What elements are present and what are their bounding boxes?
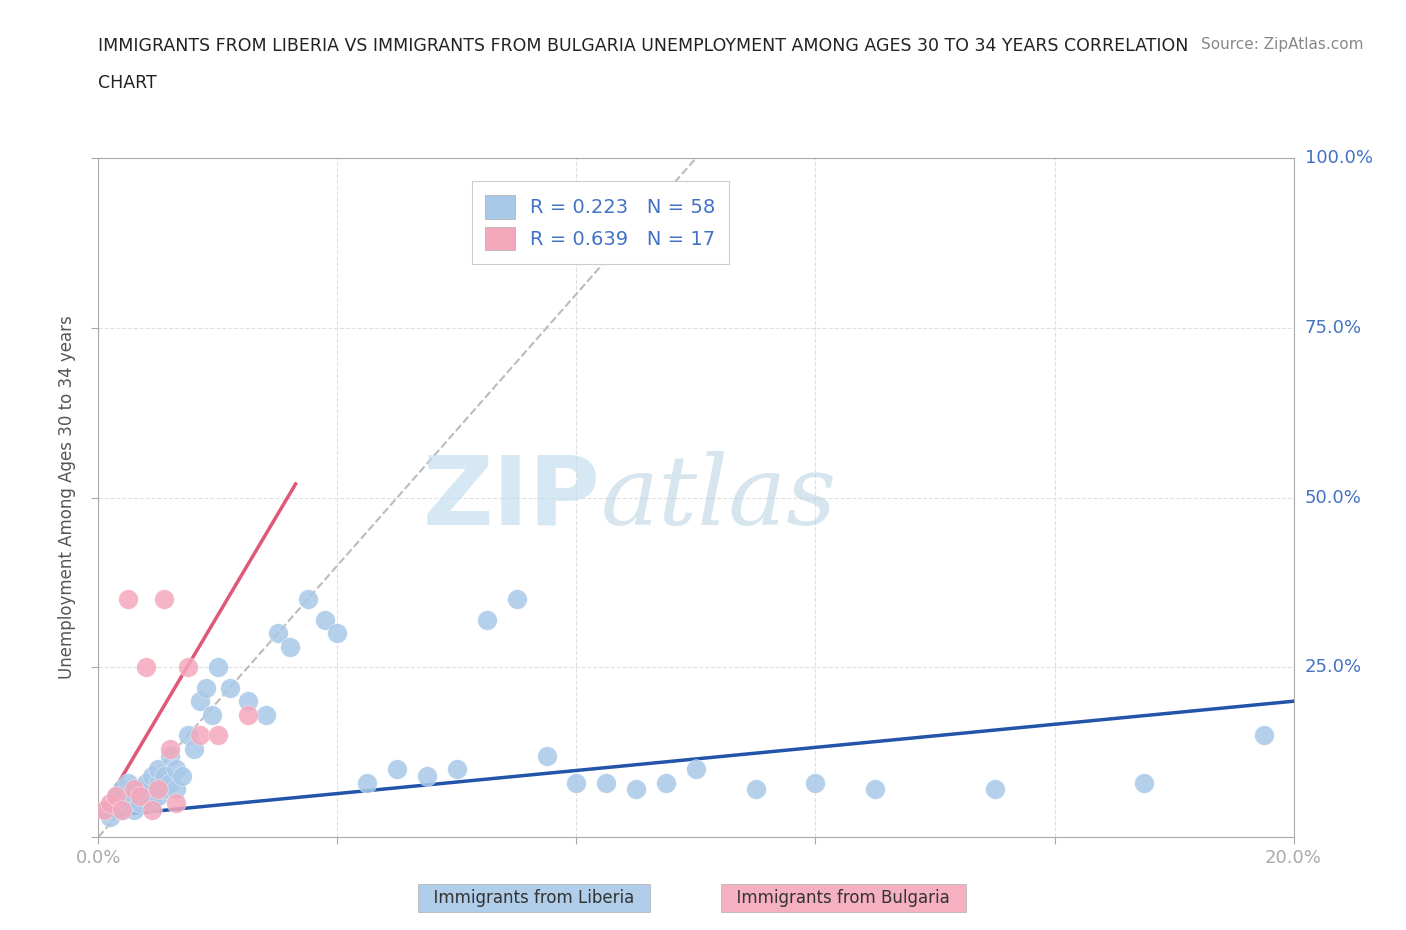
- Point: [124, 803, 146, 817]
- Point: [124, 782, 146, 797]
- Point: [129, 789, 152, 804]
- Text: CHART: CHART: [98, 74, 157, 92]
- Point: [219, 680, 242, 695]
- Point: [356, 776, 378, 790]
- Point: [148, 776, 170, 790]
- Text: Immigrants from Liberia: Immigrants from Liberia: [423, 889, 645, 907]
- Point: [236, 708, 259, 723]
- Point: [297, 592, 319, 607]
- Point: [141, 768, 163, 783]
- Point: [236, 694, 259, 709]
- Y-axis label: Unemployment Among Ages 30 to 34 years: Unemployment Among Ages 30 to 34 years: [58, 315, 76, 680]
- Point: [267, 626, 290, 641]
- Point: [278, 640, 301, 655]
- Point: [565, 776, 588, 790]
- Point: [117, 592, 139, 607]
- Text: 25.0%: 25.0%: [1305, 658, 1362, 676]
- Point: [188, 694, 211, 709]
- Point: [685, 762, 707, 777]
- Point: [141, 803, 163, 817]
- Point: [153, 768, 176, 783]
- Text: Immigrants from Bulgaria: Immigrants from Bulgaria: [727, 889, 960, 907]
- Point: [655, 776, 678, 790]
- Point: [111, 803, 134, 817]
- Point: [148, 782, 170, 797]
- Point: [536, 748, 558, 763]
- Point: [98, 809, 122, 824]
- Point: [624, 782, 647, 797]
- Point: [983, 782, 1005, 797]
- Point: [135, 789, 157, 804]
- Point: [135, 776, 157, 790]
- Point: [172, 768, 194, 783]
- Point: [165, 762, 187, 777]
- Point: [93, 803, 115, 817]
- Legend: R = 0.223   N = 58, R = 0.639   N = 17: R = 0.223 N = 58, R = 0.639 N = 17: [472, 181, 728, 264]
- Point: [595, 776, 617, 790]
- Point: [165, 782, 187, 797]
- Point: [188, 727, 211, 742]
- Point: [745, 782, 768, 797]
- Point: [207, 660, 229, 675]
- Text: 50.0%: 50.0%: [1305, 488, 1361, 507]
- Text: Source: ZipAtlas.com: Source: ZipAtlas.com: [1201, 37, 1364, 52]
- Point: [129, 796, 152, 811]
- Text: atlas: atlas: [600, 450, 837, 545]
- Point: [183, 741, 205, 756]
- Point: [117, 776, 139, 790]
- Point: [385, 762, 409, 777]
- Point: [159, 741, 181, 756]
- Point: [105, 789, 128, 804]
- Point: [326, 626, 349, 641]
- Point: [141, 796, 163, 811]
- Text: ZIP: ZIP: [422, 451, 600, 544]
- Text: 75.0%: 75.0%: [1305, 319, 1362, 337]
- Point: [865, 782, 887, 797]
- Point: [153, 782, 176, 797]
- Point: [201, 708, 224, 723]
- Text: IMMIGRANTS FROM LIBERIA VS IMMIGRANTS FROM BULGARIA UNEMPLOYMENT AMONG AGES 30 T: IMMIGRANTS FROM LIBERIA VS IMMIGRANTS FR…: [98, 37, 1189, 55]
- Point: [207, 727, 229, 742]
- Point: [98, 796, 122, 811]
- Point: [135, 660, 157, 675]
- Point: [416, 768, 439, 783]
- Point: [315, 612, 337, 627]
- Point: [153, 592, 176, 607]
- Point: [1133, 776, 1156, 790]
- Point: [475, 612, 498, 627]
- Point: [117, 796, 139, 811]
- Point: [506, 592, 529, 607]
- Point: [177, 727, 200, 742]
- Point: [93, 803, 115, 817]
- Point: [159, 748, 181, 763]
- Point: [148, 789, 170, 804]
- Point: [111, 782, 134, 797]
- Point: [148, 762, 170, 777]
- Point: [159, 776, 181, 790]
- Point: [165, 796, 187, 811]
- Point: [105, 789, 128, 804]
- Point: [124, 789, 146, 804]
- Text: 100.0%: 100.0%: [1305, 149, 1372, 167]
- Point: [1253, 727, 1275, 742]
- Point: [194, 680, 218, 695]
- Point: [446, 762, 468, 777]
- Point: [111, 803, 134, 817]
- Point: [129, 782, 152, 797]
- Point: [254, 708, 277, 723]
- Point: [804, 776, 827, 790]
- Point: [177, 660, 200, 675]
- Point: [105, 796, 128, 811]
